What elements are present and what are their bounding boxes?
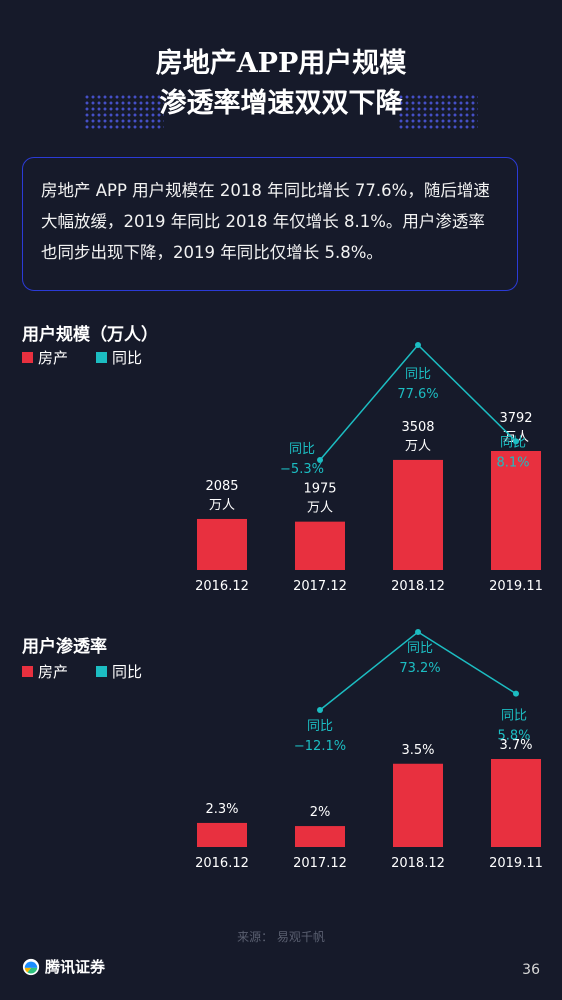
yoy-label-2019.11: 8.1% <box>496 455 529 470</box>
legend-label-line: 同比 <box>112 349 143 367</box>
category-label-2018.12: 2018.12 <box>391 856 445 871</box>
bar-2017.12 <box>295 826 345 847</box>
yoy-label-2018.12: 73.2% <box>399 661 440 676</box>
chart1-title: 用户规模（万人） <box>22 325 158 345</box>
legend-item-line: 同比 <box>96 661 142 682</box>
title-line-2: 渗透率增速双双下降 <box>159 88 403 119</box>
yoy-label-2017.12: −12.1% <box>294 739 346 754</box>
yoy-label-2018.12: 77.6% <box>397 387 438 402</box>
legend-item-bar: 房产 <box>22 661 68 682</box>
bar-2018.12 <box>393 763 443 847</box>
legend-label-line: 同比 <box>112 663 143 681</box>
bar-2018.12 <box>393 459 443 570</box>
decor-dots-right <box>398 94 478 130</box>
legend-swatch-line <box>96 666 108 677</box>
legend-swatch-bar <box>22 666 33 677</box>
yoy-label-2018.12: 同比 <box>405 367 431 382</box>
legend-swatch-line <box>96 352 108 363</box>
category-label-2017.12: 2017.12 <box>293 579 347 594</box>
legend-label-bar: 房产 <box>38 349 69 367</box>
yoy-label-2017.12: 同比 <box>307 719 333 734</box>
yoy-point-2017.12 <box>317 707 323 713</box>
category-label-2016.12: 2016.12 <box>195 579 249 594</box>
category-label-2018.12: 2018.12 <box>391 579 445 594</box>
yoy-point-2019.11 <box>513 438 519 445</box>
yoy-label-2019.11: 同比 <box>501 709 527 724</box>
bar-2019.11 <box>491 451 541 570</box>
bar-label-2017.12: 2% <box>310 805 331 820</box>
chart2-svg: 2.3% 2% 3.5% 3.7% 2016.12 2017.12 2018.12 2019.… <box>195 629 543 871</box>
yoy-label-2019.11: 5.8% <box>497 729 530 744</box>
bar-2016.12 <box>197 518 247 570</box>
brand-logo: 腾讯证券 <box>22 956 105 977</box>
bar-label-2018.12: 万人 <box>405 439 431 454</box>
summary-box: 房地产 APP 用户规模在 2018 年同比增长 77.6%，随后增速大幅放缓，… <box>22 157 518 291</box>
yoy-point-2017.12 <box>317 457 323 463</box>
legend-label-bar: 房产 <box>38 663 69 681</box>
yoy-label-2019.11: 同比 <box>500 435 526 450</box>
yoy-point-2018.12 <box>415 629 421 635</box>
bar-label-2017.12: 1975 <box>303 482 336 497</box>
yoy-point-2018.12 <box>415 342 421 348</box>
bar-label-2016.12: 2.3% <box>205 802 238 817</box>
source-note: 来源： 易观千帆 <box>237 930 325 944</box>
category-label-2016.12: 2016.12 <box>195 856 249 871</box>
chart2-legend: 房产 同比 <box>22 661 170 682</box>
bar-label-2019.11: 3792 <box>499 411 532 426</box>
page-title: 房地产APP用户规模 渗透率增速双双下降 <box>0 44 562 124</box>
bar-label-2016.12: 2085 <box>205 479 238 494</box>
chart1-svg: 2085 万人 1975 万人 3508 万人 3792 万人 2016.12 2017.12 20… <box>195 342 543 594</box>
legend-item-bar: 房产 <box>22 347 68 368</box>
brand-icon <box>22 958 40 975</box>
category-label-2019.11: 2019.11 <box>489 856 543 871</box>
yoy-point-2019.11 <box>513 690 519 697</box>
bar-label-2018.12: 3.5% <box>401 743 434 758</box>
bar-2019.11 <box>491 759 541 847</box>
bar-2017.12 <box>295 521 345 570</box>
bar-label-2019.11: 万人 <box>503 430 529 445</box>
bar-label-2016.12: 万人 <box>209 498 235 513</box>
bar-label-2018.12: 3508 <box>401 420 434 435</box>
bar-label-2019.11: 3.7% <box>499 738 532 753</box>
decor-dots-left <box>84 94 164 130</box>
bar-2016.12 <box>197 822 247 847</box>
chart2-title: 用户渗透率 <box>22 637 107 657</box>
yoy-label-2017.12: −5.3% <box>280 462 324 477</box>
title-line-1: 房地产APP用户规模 <box>155 48 407 79</box>
chart1-legend: 房产 同比 <box>22 347 170 368</box>
category-label-2019.11: 2019.11 <box>489 579 543 594</box>
category-label-2017.12: 2017.12 <box>293 856 347 871</box>
yoy-label-2018.12: 同比 <box>407 641 433 656</box>
legend-swatch-bar <box>22 352 33 363</box>
yoy-label-2017.12: 同比 <box>289 442 315 457</box>
legend-item-line: 同比 <box>96 347 142 368</box>
brand-name: 腾讯证券 <box>45 958 106 976</box>
page-number: 36 <box>522 962 540 978</box>
title-block: 房地产APP用户规模 渗透率增速双双下降 <box>0 44 562 130</box>
bar-label-2017.12: 万人 <box>307 501 333 516</box>
